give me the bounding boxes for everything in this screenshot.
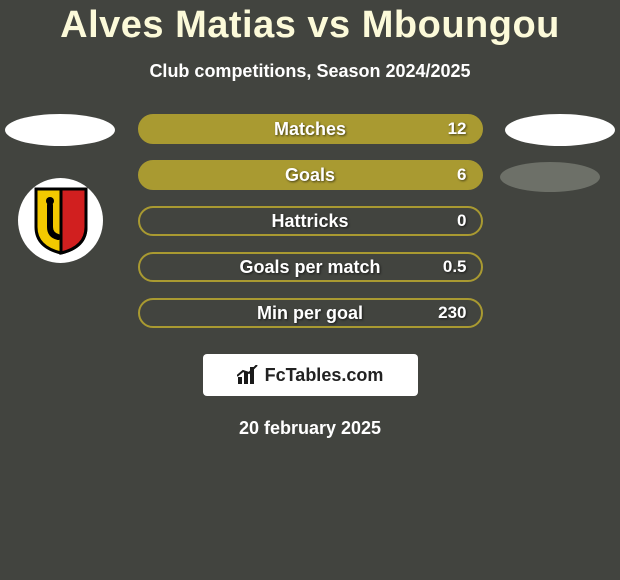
stat-bar: Matches 12 [138, 114, 483, 144]
stat-row: Hattricks 0 [0, 206, 620, 236]
comparison-card: Alves Matias vs Mboungou Club competitio… [0, 0, 620, 439]
footer-date: 20 february 2025 [0, 418, 620, 439]
stats-rows: Matches 12 Goals 6 Hattricks 0 Goals per match… [0, 114, 620, 328]
stat-value: 230 [438, 303, 466, 323]
stat-bar: Min per goal 230 [138, 298, 483, 328]
stat-value: 12 [448, 119, 467, 139]
stats-area: Matches 12 Goals 6 Hattricks 0 Goals per match… [0, 114, 620, 328]
stat-bar: Goals per match 0.5 [138, 252, 483, 282]
stat-row: Goals 6 [0, 160, 620, 190]
brand-text: FcTables.com [265, 365, 384, 386]
stat-bar: Goals 6 [138, 160, 483, 190]
bar-chart-icon [237, 365, 259, 385]
page-subtitle: Club competitions, Season 2024/2025 [0, 61, 620, 82]
stat-label: Goals [285, 165, 335, 186]
stat-row: Min per goal 230 [0, 298, 620, 328]
stat-label: Min per goal [257, 303, 363, 324]
stat-label: Hattricks [271, 211, 348, 232]
stat-row: Matches 12 [0, 114, 620, 144]
stat-bar: Hattricks 0 [138, 206, 483, 236]
stat-label: Goals per match [239, 257, 380, 278]
stat-value: 6 [457, 165, 466, 185]
stat-label: Matches [274, 119, 346, 140]
stat-value: 0 [457, 211, 466, 231]
brand-badge: FcTables.com [203, 354, 418, 396]
stat-row: Goals per match 0.5 [0, 252, 620, 282]
page-title: Alves Matias vs Mboungou [0, 4, 620, 47]
stat-value: 0.5 [443, 257, 467, 277]
